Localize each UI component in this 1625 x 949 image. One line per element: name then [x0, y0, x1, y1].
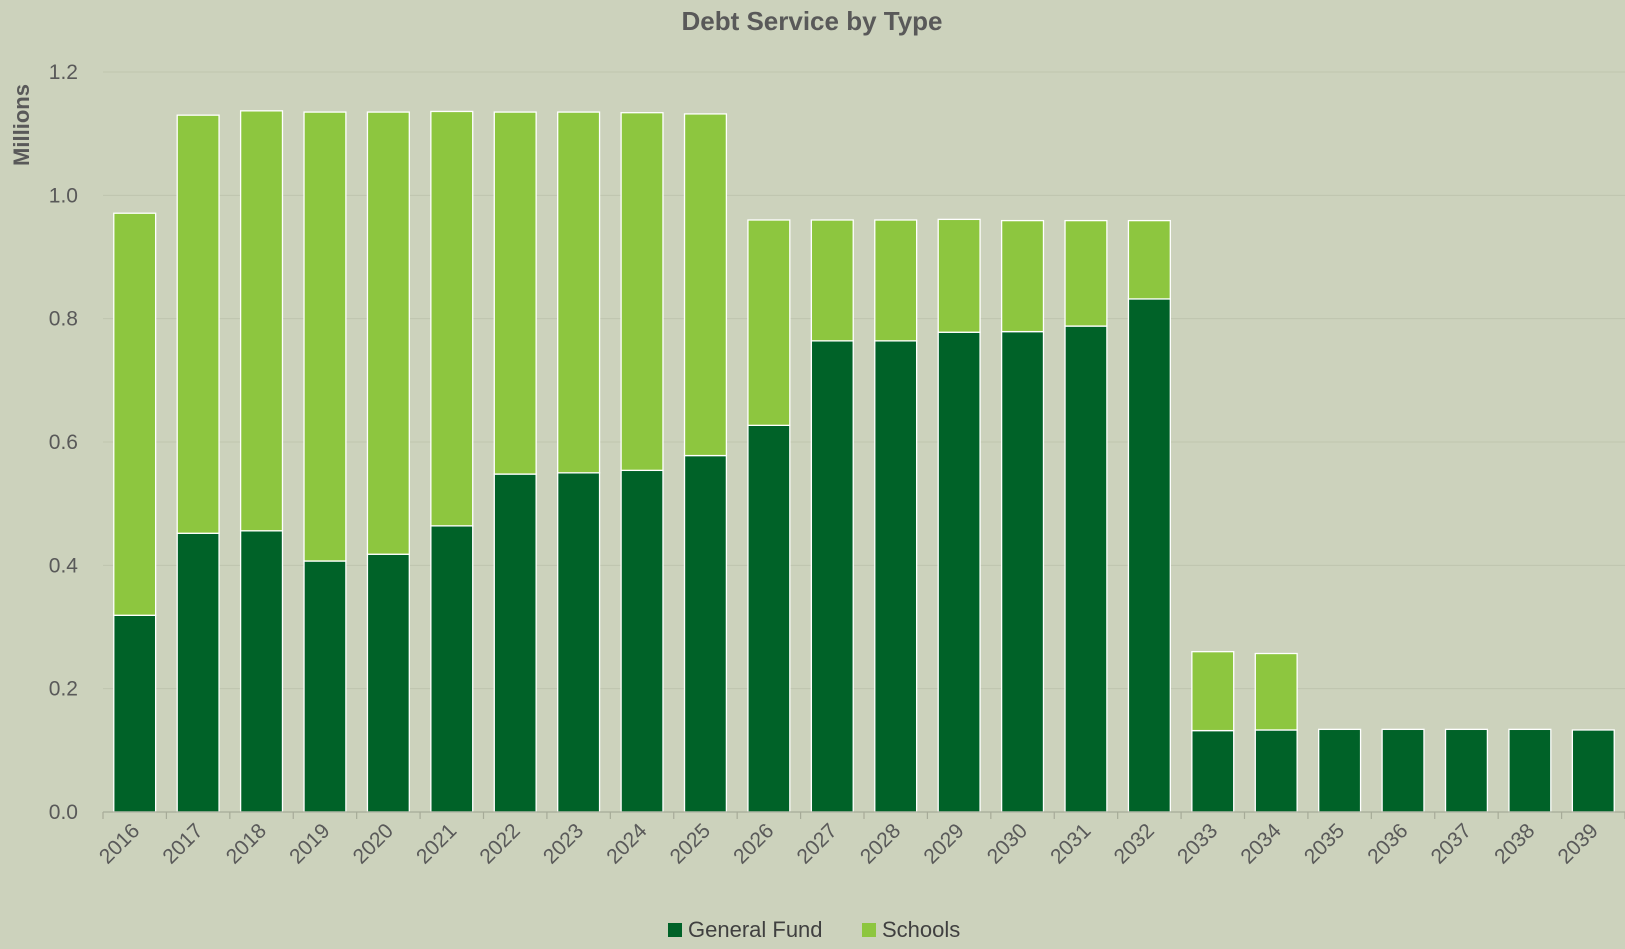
bar-schools-2033: [1191, 651, 1235, 732]
bar-schools-2026: [747, 219, 791, 427]
x-tick-label: 2027: [793, 819, 842, 868]
x-tick-label: 2033: [1173, 819, 1222, 868]
bar-schools-2016: [113, 212, 157, 616]
x-tick-label: 2019: [285, 819, 334, 868]
bar-general-fund-2031: [1064, 325, 1108, 813]
x-tick-label: 2022: [475, 819, 524, 868]
x-tick-label: 2030: [983, 819, 1032, 868]
legend-label-schools: Schools: [882, 917, 960, 942]
bar-schools-2020: [366, 111, 410, 555]
y-tick-label: 0.8: [49, 308, 78, 331]
bar-schools-2032: [1127, 219, 1171, 300]
x-tick-label: 2026: [729, 819, 778, 868]
bar-schools-2034: [1254, 652, 1298, 731]
bar-schools-2017: [176, 114, 220, 534]
bar-schools-2023: [557, 111, 601, 474]
x-tick-label: 2028: [856, 819, 905, 868]
bar-general-fund-2021: [430, 525, 474, 813]
bars: [113, 110, 1615, 813]
bar-schools-2031: [1064, 219, 1108, 327]
x-tick-label: 2017: [158, 819, 207, 868]
y-axis-title: Millions: [9, 84, 34, 166]
x-tick-label: 2018: [222, 819, 271, 868]
x-tick-label: 2025: [666, 819, 715, 868]
x-tick-label: 2039: [1554, 819, 1603, 868]
bar-general-fund-2017: [176, 532, 220, 813]
bar-schools-2018: [239, 110, 284, 532]
bar-general-fund-2033: [1191, 729, 1235, 813]
bar-general-fund-2039: [1571, 729, 1615, 813]
bar-general-fund-2016: [113, 614, 157, 813]
x-tick-label: 2029: [919, 819, 968, 868]
bar-schools-2019: [303, 111, 347, 562]
x-tick-label: 2038: [1490, 819, 1539, 868]
bar-general-fund-2037: [1444, 728, 1489, 813]
legend: General Fund Schools: [668, 917, 960, 942]
bar-general-fund-2018: [239, 530, 284, 813]
bar-schools-2028: [874, 219, 918, 342]
chart-title: Debt Service by Type: [681, 6, 942, 36]
x-tick-label: 2034: [1236, 819, 1286, 869]
bar-general-fund-2028: [874, 340, 918, 813]
bar-schools-2025: [683, 113, 728, 457]
y-tick-label: 0.2: [49, 678, 78, 701]
x-tick-label: 2021: [412, 819, 461, 868]
bar-general-fund-2019: [303, 560, 347, 813]
x-tick-label: 2023: [539, 819, 588, 868]
bar-general-fund-2035: [1318, 728, 1362, 813]
bar-schools-2027: [810, 219, 854, 342]
bar-general-fund-2036: [1381, 728, 1425, 813]
bar-general-fund-2032: [1127, 298, 1171, 813]
y-tick-label: 1.2: [49, 61, 78, 84]
bar-general-fund-2023: [557, 472, 601, 813]
legend-swatch-schools: [862, 923, 876, 937]
legend-swatch-general-fund: [668, 923, 682, 937]
bar-general-fund-2026: [747, 424, 791, 813]
bar-schools-2030: [1000, 219, 1045, 333]
x-tick-label: 2024: [602, 819, 652, 869]
y-tick-label: 0.6: [49, 431, 78, 454]
legend-label-general-fund: General Fund: [688, 917, 823, 942]
bar-general-fund-2024: [620, 469, 664, 813]
bar-general-fund-2034: [1254, 729, 1298, 813]
x-tick-label: 2031: [1046, 819, 1095, 868]
x-tick-label: 2036: [1363, 819, 1412, 868]
bar-general-fund-2027: [810, 340, 854, 813]
bar-general-fund-2030: [1000, 330, 1045, 813]
y-tick-label: 0.0: [49, 801, 78, 824]
bar-schools-2024: [620, 112, 664, 472]
x-tick-label: 2037: [1427, 819, 1476, 868]
bar-general-fund-2038: [1508, 728, 1552, 813]
bar-schools-2021: [430, 110, 474, 527]
x-tick-label: 2032: [1110, 819, 1159, 868]
bar-general-fund-2025: [683, 454, 728, 813]
y-tick-label: 1.0: [49, 184, 78, 207]
x-tick-label: 2020: [349, 819, 398, 868]
x-tick-label: 2035: [1300, 819, 1349, 868]
x-tick-label: 2016: [95, 819, 144, 868]
bar-general-fund-2022: [493, 473, 537, 813]
y-tick-label: 0.4: [49, 554, 79, 577]
bar-general-fund-2020: [366, 553, 410, 813]
gridlines: [103, 71, 1625, 690]
bar-schools-2022: [493, 111, 537, 475]
bar-general-fund-2029: [937, 331, 981, 813]
bar-schools-2029: [937, 218, 981, 333]
